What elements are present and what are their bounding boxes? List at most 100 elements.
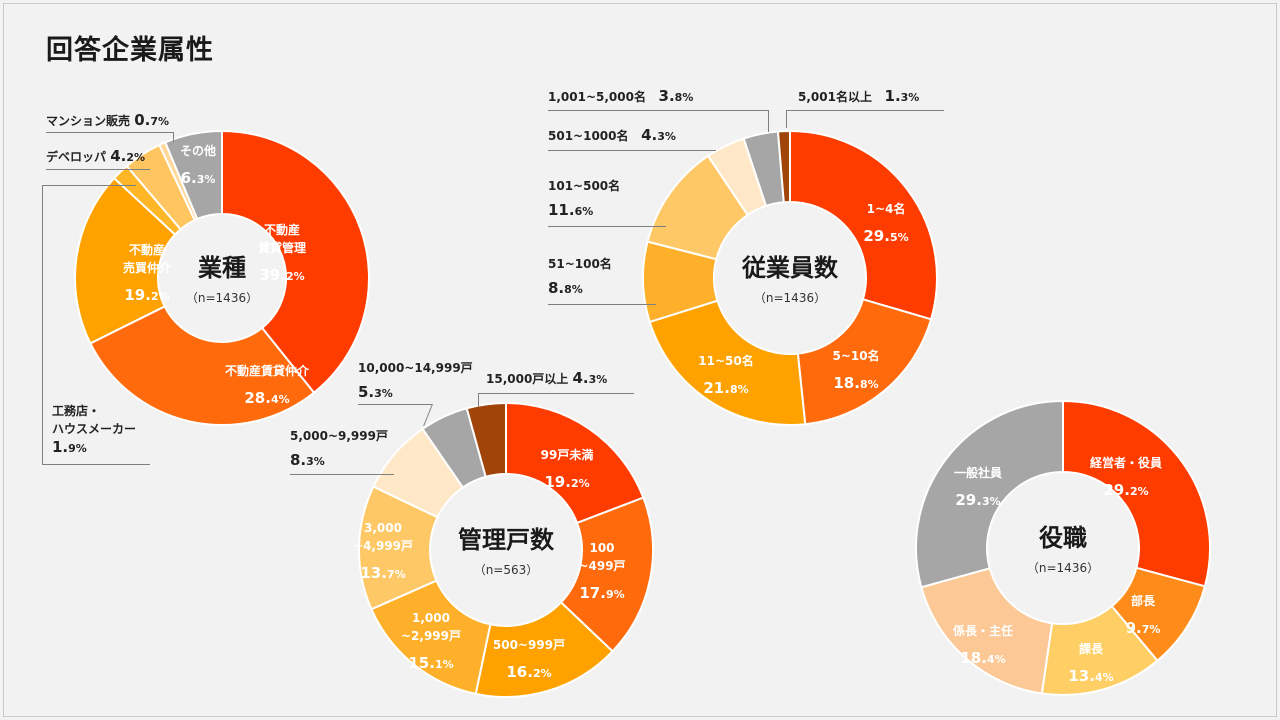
position-slice-name-0-0: 経営者・役員 <box>1090 455 1162 470</box>
units-slice-name-3-0: 1,000 <box>412 611 450 625</box>
position-slice-name-1-0: 部長 <box>1131 593 1156 608</box>
industry-slice-label-1: 不動産賃貸仲介 28.4% <box>225 363 310 407</box>
units-slice-pct-2: 16.2% <box>506 663 551 681</box>
slide-frame <box>3 3 1277 717</box>
units-leader-15000plus <box>478 393 634 394</box>
industry-leader-developer <box>46 169 150 170</box>
industry-slice-1 <box>88 305 316 426</box>
position-slice-label-0: 経営者・役員 29.2% <box>1090 455 1162 499</box>
industry-slice-name-6-0: その他 <box>180 143 216 158</box>
industry-slice-pct-6: 6.3% <box>181 169 216 187</box>
employees-slice-7 <box>776 129 791 204</box>
industry-label-builder: 工務店・ ハウスメーカー 1.9% <box>52 404 137 456</box>
industry-slice-name-2-0: 不動産 <box>129 242 165 257</box>
employees-label-1001-5000: 1,001~5,000名 3.8% <box>548 87 694 105</box>
employees-leader-101-500 <box>548 226 666 227</box>
units-leader-5000-9999 <box>290 474 394 475</box>
industry-slice-name-2-1: 売買仲介 <box>123 260 172 275</box>
position-slice-4 <box>915 399 1064 589</box>
units-slice-label-2: 500~999戸 16.2% <box>493 638 565 681</box>
position-slice-pct-4: 29.3% <box>955 491 1000 509</box>
industry-center-title: 業種 <box>198 254 246 282</box>
industry-slice-pct-1: 28.4% <box>244 389 289 407</box>
industry-slice-pct-2: 19.2% <box>124 286 169 304</box>
employees-leader-5001plus <box>786 110 944 111</box>
employees-slice-2 <box>648 299 807 426</box>
units-center-title: 管理戸数 <box>458 526 555 554</box>
units-label-15000plus: 15,000戸以上 4.3% <box>486 369 608 387</box>
units-slice-name-4-0: 3,000 <box>364 521 402 535</box>
units-slice-name-2-0: 500~999戸 <box>493 638 565 652</box>
employees-slice-name-2-0: 11~50名 <box>698 353 753 368</box>
units-donut-chart: 管理戸数 （n=563） 99戸未満 19.2% 100 ~499戸 17.9% 500~99… <box>353 401 654 698</box>
units-slice-label-0: 99戸未満 19.2% <box>541 447 594 491</box>
industry-slice-label-6: その他 6.3% <box>180 143 216 187</box>
position-slice-label-3: 係長・主任 18.4% <box>953 623 1013 667</box>
employees-slice-label-0: 1~4名 29.5% <box>863 201 908 245</box>
employees-leader-1001-5000 <box>548 110 769 111</box>
employees-slice-name-0-0: 1~4名 <box>867 201 906 216</box>
industry-leader-builder-top <box>42 185 136 186</box>
industry-slice-name-1-0: 不動産賃貸仲介 <box>225 363 310 378</box>
employees-sample-size: （n=1436） <box>754 291 826 305</box>
employees-label-5001plus: 5,001名以上 1.3% <box>798 87 920 105</box>
units-slice-name-1-0: 100 <box>589 541 614 555</box>
units-slice-pct-4: 13.7% <box>360 564 405 582</box>
employees-leader-501-1000 <box>548 150 716 151</box>
employees-leader-51-100 <box>548 304 656 305</box>
position-slice-pct-2: 13.4% <box>1068 667 1113 685</box>
units-slice-label-3: 1,000 ~2,999戸 15.1% <box>401 611 461 672</box>
industry-label-mansion: マンション販売 0.7% <box>46 111 170 129</box>
units-slice-pct-0: 19.2% <box>544 473 589 491</box>
industry-leader-mansion <box>46 132 174 133</box>
position-center-title: 役職 <box>1039 524 1087 552</box>
position-slice-name-4-0: 一般社員 <box>954 465 1002 480</box>
employees-leader-1001-5000-tick <box>768 110 769 132</box>
employees-slice-pct-2: 21.8% <box>703 379 748 397</box>
units-slice-pct-1: 17.9% <box>579 584 624 602</box>
position-slice-name-2-0: 課長 <box>1079 641 1104 656</box>
industry-slice-name-0-1: 賃貸管理 <box>257 240 306 255</box>
units-slice-name-0-0: 99戸未満 <box>541 447 594 462</box>
employees-slice-1 <box>796 298 933 426</box>
units-leader-10000-14999 <box>358 404 432 405</box>
industry-slice-0 <box>221 129 370 395</box>
industry-label-developer: デベロッパ 4.2% <box>46 147 146 165</box>
units-label-5000-9999: 5,000~9,999戸 8.3% <box>290 429 388 469</box>
industry-slice-pct-0: 39.2% <box>259 266 304 284</box>
employees-slice-pct-1: 18.8% <box>833 374 878 392</box>
units-slice-name-4-1: ~4,999戸 <box>353 539 413 553</box>
employees-leader-5001plus-tick <box>786 110 787 128</box>
units-slice-pct-3: 15.1% <box>408 654 453 672</box>
employees-slice-label-2: 11~50名 21.8% <box>698 353 753 397</box>
position-slice-pct-3: 18.4% <box>960 649 1005 667</box>
industry-donut-chart: 業種（n=1436）不動産賃貸管理39.2%不動産賃貸仲介28.4%不動産売買仲… <box>74 129 370 426</box>
position-sample-size: （n=1436） <box>1027 561 1099 575</box>
units-slice-label-4: 3,000 ~4,999戸 13.7% <box>353 521 413 582</box>
position-slice-pct-1: 9.7% <box>1126 619 1161 637</box>
employees-label-101-500: 101~500名 11.6% <box>548 179 621 219</box>
units-label-10000-14999: 10,000~14,999戸 5.3% <box>358 361 473 401</box>
industry-slice-name-0-0: 不動産 <box>264 222 300 237</box>
position-slice-pct-0: 29.2% <box>1103 481 1148 499</box>
employees-slice-label-1: 5~10名 18.8% <box>832 348 879 392</box>
units-slice-1 <box>559 496 654 653</box>
units-sample-size: （n=563） <box>474 563 539 577</box>
units-slice-name-3-1: ~2,999戸 <box>401 629 461 643</box>
units-slice-0 <box>505 401 645 525</box>
units-slice-label-1: 100 ~499戸 17.9% <box>578 541 625 602</box>
employees-slice-pct-0: 29.5% <box>863 227 908 245</box>
position-donut-chart: 役職 （n=1436） 経営者・役員 29.2% 部長 9.7% 課長 13.4% 係長・主任 1… <box>915 399 1211 696</box>
units-slice-name-1-1: ~499戸 <box>578 559 625 573</box>
employees-center-title: 従業員数 <box>741 254 839 282</box>
employees-label-51-100: 51~100名 8.8% <box>548 257 612 297</box>
position-slice-label-2: 課長 13.4% <box>1068 641 1113 685</box>
employees-slice-0 <box>789 129 938 321</box>
industry-leader-builder-bottom <box>42 464 150 465</box>
employees-label-501-1000: 501~1000名 4.3% <box>548 126 676 144</box>
employees-donut-chart: 従業員数 （n=1436） 1~4名 29.5% 5~10名 18.8% 11~50名 21.… <box>642 129 938 426</box>
position-slice-label-4: 一般社員 29.3% <box>954 465 1002 509</box>
position-slice-label-1: 部長 9.7% <box>1126 593 1161 637</box>
